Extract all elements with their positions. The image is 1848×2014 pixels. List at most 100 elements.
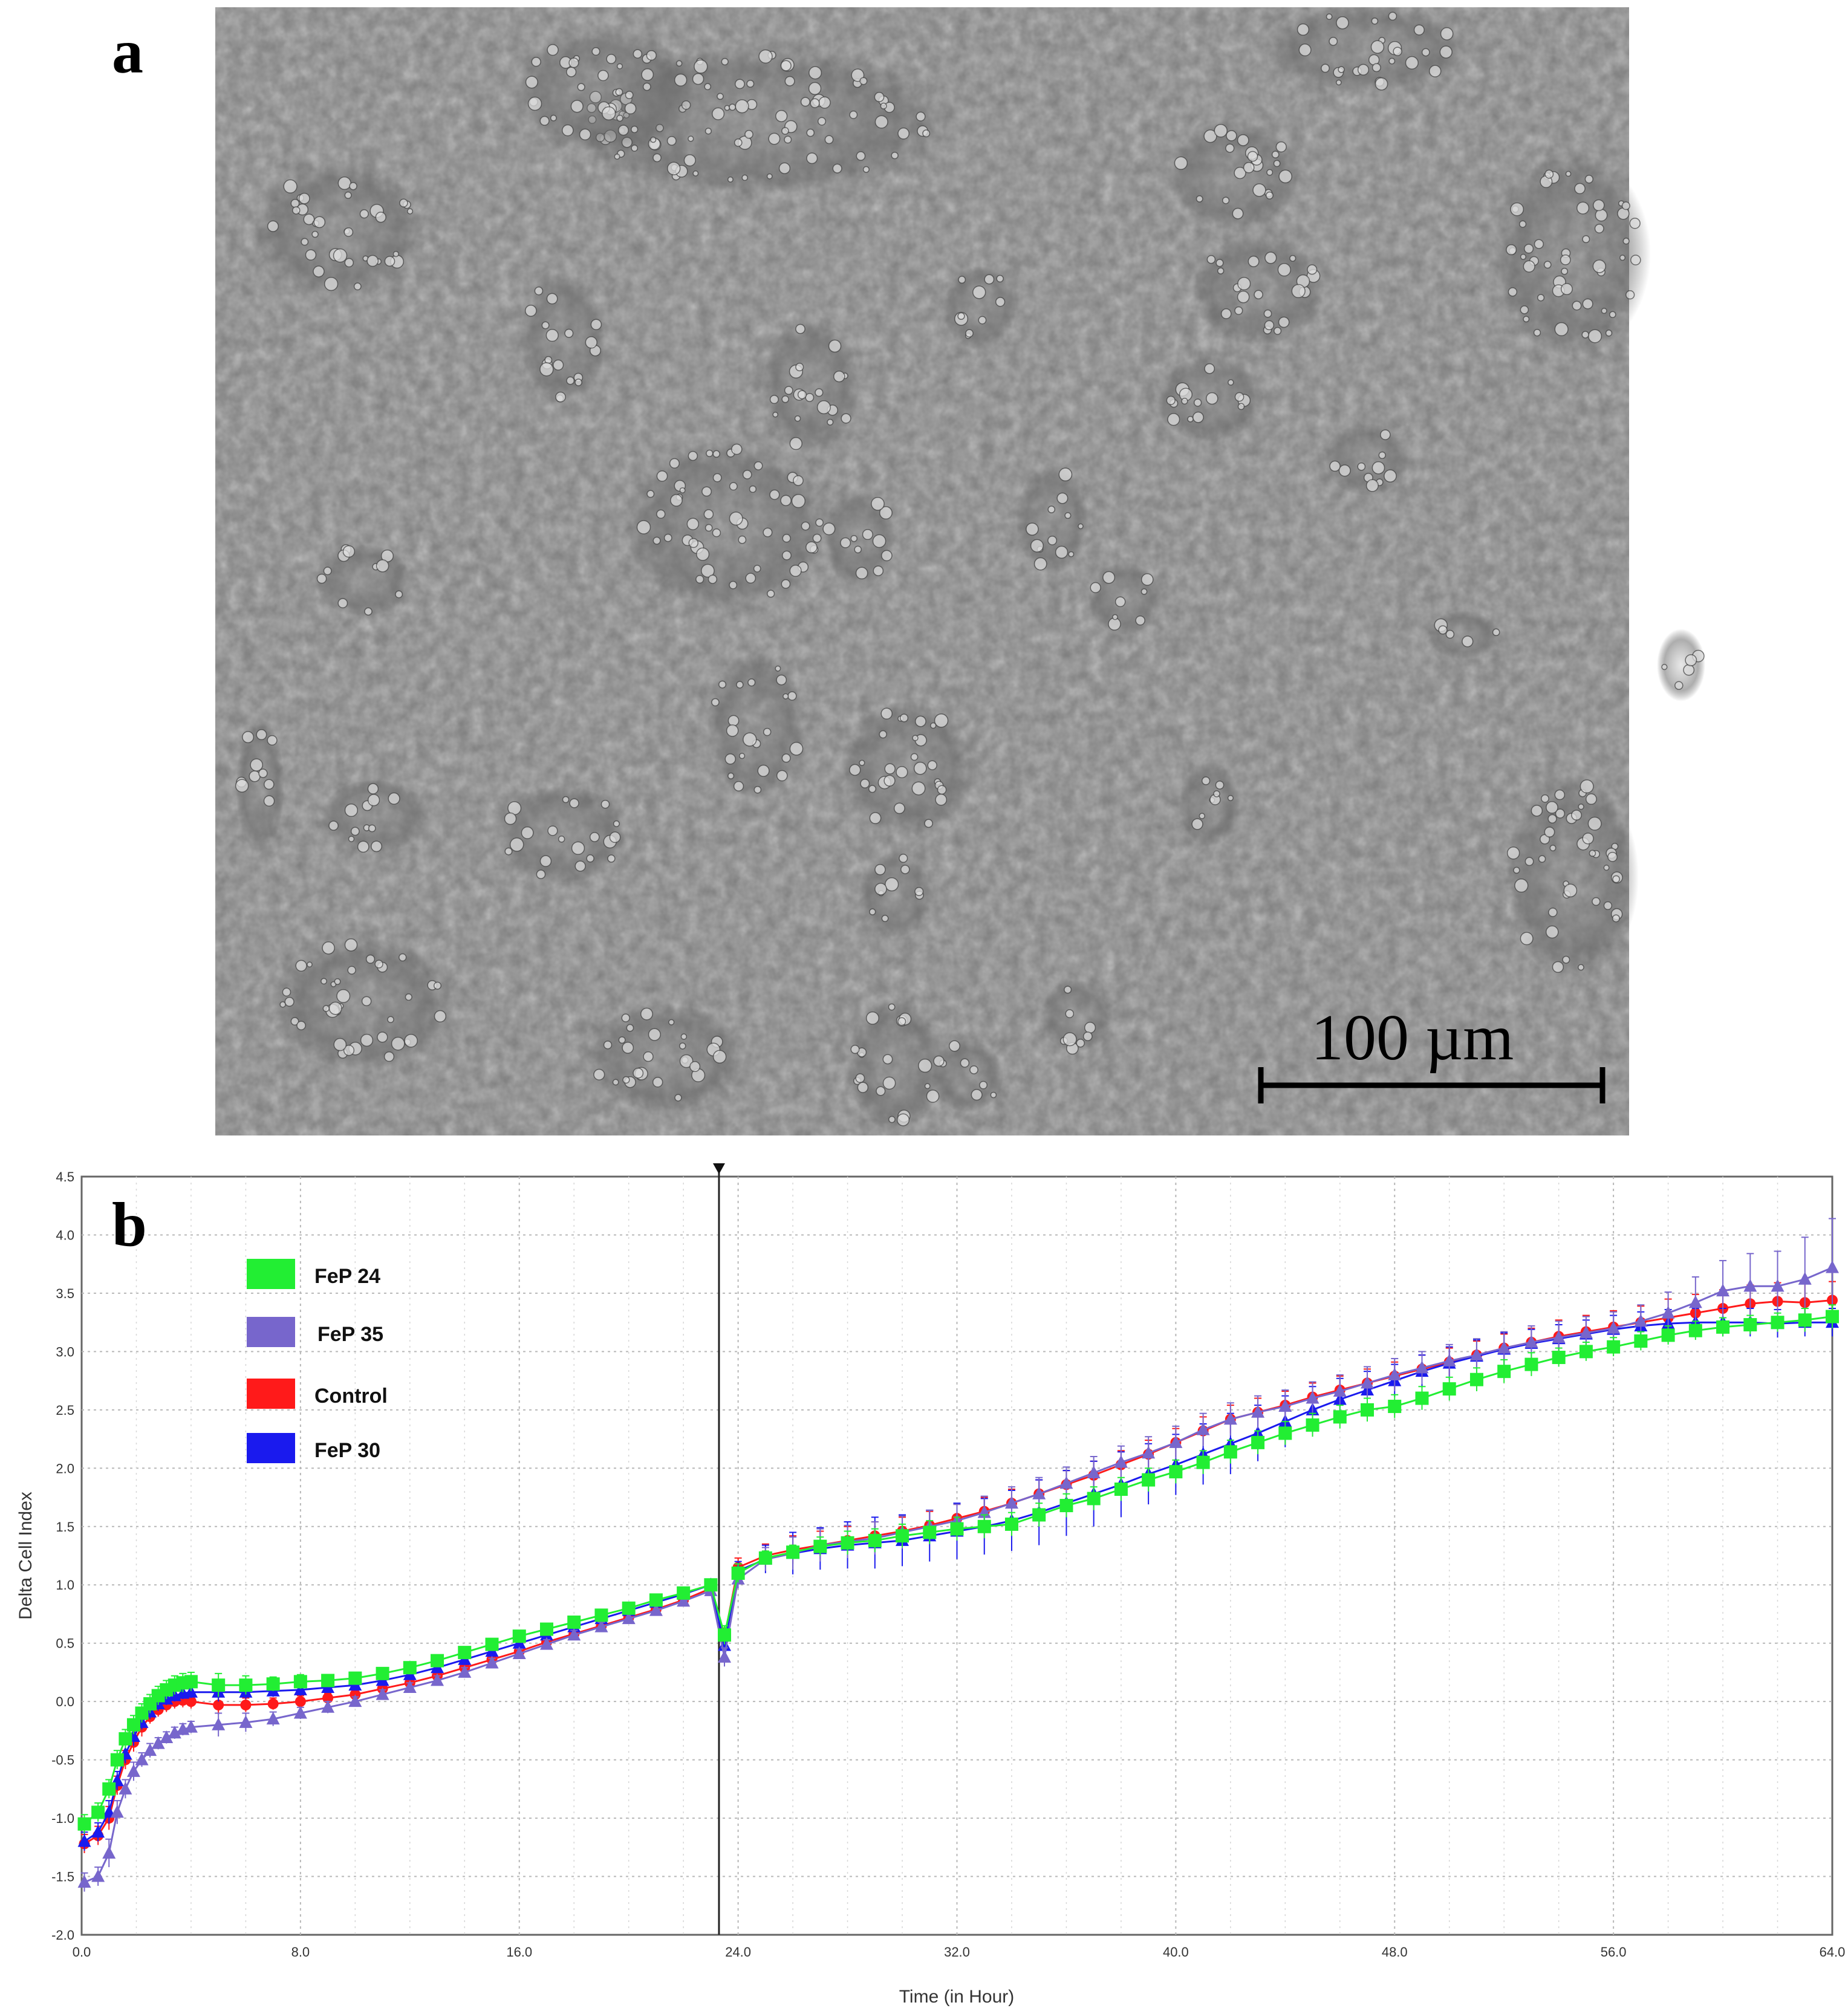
data-point-fep24	[1688, 1324, 1702, 1337]
data-point-fep24	[977, 1519, 991, 1533]
legend-label-fep30: FeP 30	[314, 1439, 380, 1462]
cell	[1506, 774, 1639, 979]
y-tick-label: 1.0	[56, 1577, 74, 1593]
data-point-fep35	[1607, 1320, 1621, 1334]
panel-b-letter: b	[112, 1190, 147, 1259]
cell	[623, 441, 828, 611]
data-point-fep24	[1469, 1372, 1483, 1386]
data-point-fep24	[1114, 1483, 1128, 1496]
data-point-fep24	[1497, 1365, 1511, 1379]
legend-swatch-fep35	[247, 1317, 295, 1347]
data-point-fep35	[321, 1700, 335, 1713]
x-tick-label: 16.0	[506, 1944, 532, 1960]
data-point-fep35	[293, 1706, 307, 1719]
data-point-fep24	[321, 1674, 335, 1688]
data-point-fep35	[1743, 1279, 1757, 1292]
data-point-fep35	[1771, 1279, 1785, 1292]
data-point-fep24	[704, 1578, 718, 1592]
data-point-fep24	[458, 1646, 472, 1660]
data-point-fep35	[1552, 1330, 1566, 1343]
data-point-fep24	[184, 1675, 198, 1689]
data-point-fep24	[649, 1593, 663, 1607]
data-point-fep35	[1579, 1325, 1593, 1339]
legend-swatch-fep30	[247, 1433, 295, 1463]
data-point-fep35	[135, 1752, 149, 1765]
data-point-fep35	[1716, 1284, 1730, 1297]
y-tick-label: 4.0	[56, 1227, 74, 1243]
data-point-fep24	[1415, 1391, 1429, 1405]
data-point-fep24	[266, 1677, 280, 1691]
data-point-fep24	[348, 1671, 362, 1685]
cell	[272, 937, 454, 1070]
data-point-fep35	[622, 1611, 636, 1625]
legend-swatch-control	[247, 1379, 295, 1409]
data-point-fep35	[1114, 1455, 1128, 1468]
data-point-fep35	[1524, 1334, 1538, 1348]
data-point-fep35	[1059, 1476, 1073, 1489]
cell	[1657, 629, 1705, 701]
data-point-fep24	[1579, 1345, 1593, 1359]
scale-bar	[1258, 1067, 1606, 1103]
x-tick-label: 48.0	[1382, 1944, 1408, 1960]
data-point-fep35	[1826, 1260, 1839, 1273]
legend: FeP 24 FeP 35 Control FeP 30	[247, 1259, 388, 1463]
data-point-fep35	[184, 1720, 198, 1733]
data-point-fep35	[376, 1687, 389, 1700]
data-point-fep24	[512, 1629, 526, 1643]
data-point-fep35	[512, 1646, 526, 1660]
data-point-fep35	[431, 1673, 444, 1686]
data-point-fep35	[567, 1628, 581, 1641]
data-point-fep24	[1059, 1499, 1073, 1513]
data-point-fep35	[1004, 1496, 1018, 1509]
data-point-fep24	[950, 1522, 964, 1536]
data-point-fep24	[1087, 1492, 1101, 1506]
cell	[1494, 151, 1651, 357]
data-point-fep24	[677, 1586, 691, 1600]
data-point-fep35	[91, 1869, 105, 1882]
cell	[1264, 6, 1469, 91]
data-point-fep24	[622, 1601, 636, 1615]
panel-b: -2.0 -1.5 -1.0 -0.5 0.0 0.5 1.0 1.5 2.0 2.5 3.0 3.5…	[16, 1163, 1845, 2007]
data-point-fep35	[102, 1845, 116, 1859]
data-point-fep35	[594, 1619, 608, 1632]
data-point-fep30	[293, 1682, 307, 1695]
data-point-fep35	[403, 1680, 417, 1694]
data-point-fep24	[126, 1718, 140, 1732]
data-point-fep24	[1278, 1426, 1292, 1440]
micrograph-cells	[235, 6, 1705, 1131]
data-point-fep35	[1032, 1486, 1046, 1499]
data-point-control	[213, 1699, 224, 1710]
cell	[1191, 236, 1324, 345]
x-tick-label: 40.0	[1163, 1944, 1189, 1960]
data-point-fep24	[485, 1637, 499, 1651]
data-point-fep35	[539, 1637, 553, 1650]
x-tick-label: 8.0	[291, 1944, 310, 1960]
cell	[514, 30, 695, 151]
cell	[235, 720, 284, 853]
y-axis-title: Delta Cell Index	[16, 1492, 36, 1620]
y-tick-label: 0.5	[56, 1636, 74, 1651]
data-series	[77, 1218, 1839, 1892]
cell	[320, 780, 429, 853]
cell	[931, 1040, 1004, 1113]
legend-item-fep30: FeP 30	[247, 1433, 380, 1463]
data-point-fep24	[1607, 1340, 1621, 1354]
data-point-fep24	[431, 1654, 444, 1668]
cell	[1088, 562, 1161, 635]
legend-label-fep24: FeP 24	[314, 1265, 380, 1288]
cell	[1179, 762, 1240, 846]
cell	[841, 701, 974, 834]
data-point-fep35	[1142, 1446, 1156, 1459]
y-tick-label: 4.5	[56, 1169, 74, 1184]
micrograph-texture	[215, 7, 1629, 1135]
data-point-fep24	[1524, 1357, 1538, 1371]
y-tick-label: -2.0	[51, 1928, 74, 1943]
data-point-fep24	[1442, 1382, 1456, 1396]
cell	[1167, 121, 1300, 230]
y-tick-label: 2.0	[56, 1461, 74, 1476]
data-point-control	[240, 1699, 252, 1710]
data-point-fep35	[126, 1764, 140, 1777]
cell	[314, 544, 411, 617]
data-point-fep24	[539, 1622, 553, 1636]
